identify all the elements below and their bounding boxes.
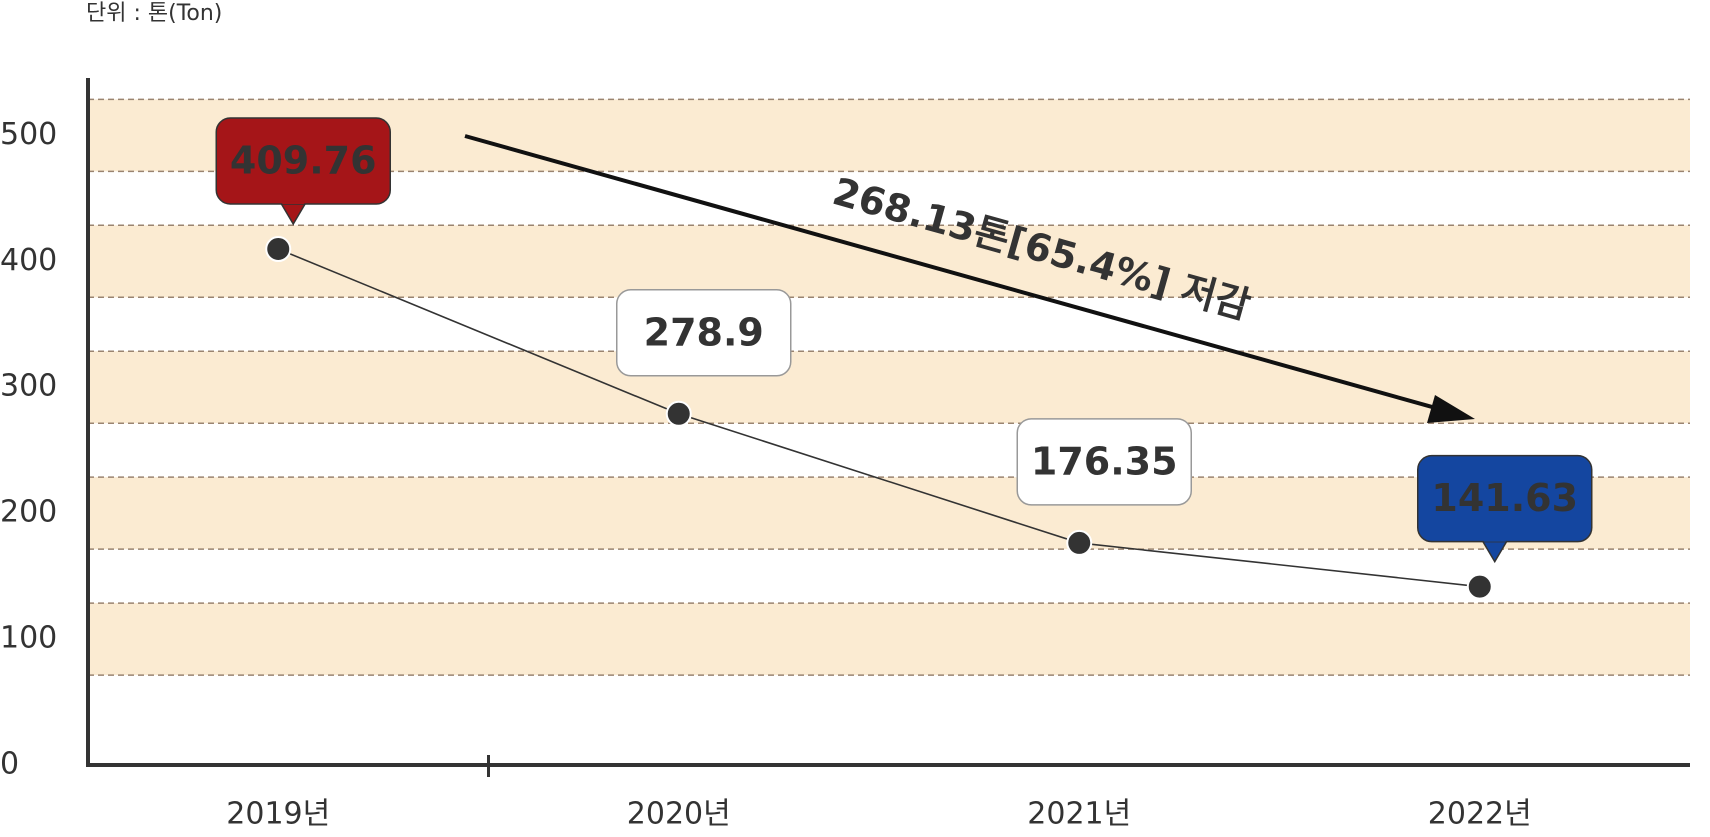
callout-join [282, 201, 305, 205]
line [277, 248, 1480, 588]
grid-band [88, 225, 1690, 298]
x-tick-label: 2022년 [1428, 797, 1532, 832]
data-callout: 176.35 [1016, 418, 1192, 506]
callout-join [1483, 538, 1506, 542]
callout-box [1016, 418, 1192, 506]
data-label: 141.63 [1431, 476, 1578, 520]
data-label: 176.35 [1031, 439, 1178, 483]
data-label: 409.76 [230, 139, 377, 183]
point [665, 400, 692, 427]
data-callout: 409.76 [215, 117, 391, 226]
callout-pointer [278, 201, 308, 226]
grid-band [88, 603, 1690, 676]
data-callout: 141.63 [1417, 454, 1593, 564]
callout-box [616, 289, 792, 377]
point [1066, 529, 1093, 556]
data-callout: 278.9 [616, 289, 792, 377]
unit-label: 단위 : 톤(Ton) [86, 1, 222, 26]
y-tick-label: 0 [0, 747, 19, 782]
grid-band [88, 351, 1690, 424]
x-tick-label: 2019년 [226, 797, 330, 832]
y-tick-label: 200 [0, 495, 57, 530]
x-tick-label: 2020년 [627, 797, 731, 832]
x-tick-label: 2021년 [1027, 797, 1131, 832]
y-tick-label: 500 [0, 117, 57, 152]
trend-arrow [464, 134, 1446, 413]
y-tick-label: 100 [0, 621, 57, 656]
data-label: 278.9 [644, 310, 764, 354]
point [1466, 573, 1493, 600]
point [265, 236, 292, 263]
y-tick-label: 300 [0, 369, 57, 404]
callout-pointer [1480, 538, 1510, 564]
y-tick-label: 400 [0, 243, 57, 278]
arrow-head [1427, 395, 1475, 423]
